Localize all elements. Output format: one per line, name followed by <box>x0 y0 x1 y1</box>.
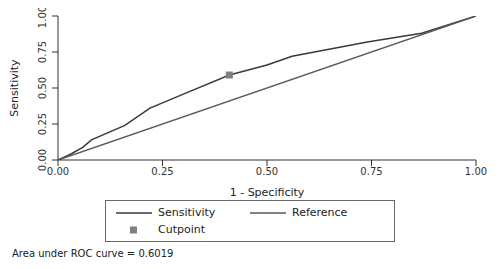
html-text:Cutpoint: Cutpoint <box>158 223 205 236</box>
svg-text:Sensitivity: Sensitivity <box>8 59 21 117</box>
svg-text:0.00: 0.00 <box>37 149 48 171</box>
svg-text:1.00: 1.00 <box>37 8 48 28</box>
svg-text:0.25: 0.25 <box>37 113 48 135</box>
svg-text:0.00: 0.00 <box>47 166 69 177</box>
html-text:Reference: Reference <box>292 206 348 219</box>
svg-text:0.50: 0.50 <box>256 166 278 177</box>
svg-text:0.50: 0.50 <box>37 77 48 99</box>
svg-text:0.75: 0.75 <box>360 166 382 177</box>
html-text:Sensitivity: Sensitivity <box>158 206 216 219</box>
svg-text:0.25: 0.25 <box>151 166 173 177</box>
svg-text:1.00: 1.00 <box>465 166 487 177</box>
svg-text:1 - Specificity: 1 - Specificity <box>230 186 305 198</box>
html-text:Area under ROC curve = 0.6019: Area under ROC curve = 0.6019 <box>12 248 174 259</box>
svg-text:0.75: 0.75 <box>37 41 48 63</box>
